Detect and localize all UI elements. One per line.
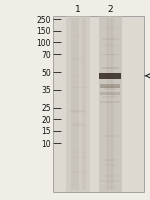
Bar [70, 172, 86, 173]
Text: 35: 35 [41, 86, 51, 95]
Bar [69, 87, 87, 88]
Bar [66, 17, 90, 192]
Bar [102, 97, 118, 99]
Bar [100, 85, 120, 88]
Bar [104, 175, 117, 177]
Text: 250: 250 [36, 16, 51, 24]
Bar [75, 19, 79, 190]
Bar [108, 19, 112, 190]
Bar [103, 54, 118, 56]
Bar [103, 45, 118, 47]
Bar [102, 28, 119, 29]
Text: 15: 15 [41, 127, 51, 136]
Text: 100: 100 [36, 39, 51, 48]
Bar [99, 17, 122, 192]
Text: 2: 2 [107, 5, 113, 13]
Bar [111, 19, 114, 190]
Bar [103, 160, 117, 161]
Text: 50: 50 [41, 69, 51, 77]
Bar [73, 124, 83, 125]
Bar [101, 87, 119, 89]
Bar [70, 157, 86, 159]
Bar [103, 135, 118, 137]
Bar [71, 76, 85, 77]
Bar [71, 19, 75, 190]
Text: 25: 25 [41, 104, 51, 112]
Bar [73, 35, 83, 37]
Text: 70: 70 [41, 50, 51, 59]
Bar [71, 81, 85, 83]
Bar [82, 19, 85, 190]
Text: 20: 20 [41, 115, 51, 124]
Bar [71, 151, 85, 153]
Bar [104, 88, 116, 90]
Text: 1: 1 [75, 5, 81, 13]
Bar [103, 186, 117, 188]
Text: 10: 10 [41, 139, 51, 148]
Text: 150: 150 [36, 27, 51, 36]
Bar [71, 125, 85, 126]
Bar [100, 101, 120, 103]
Bar [72, 59, 84, 60]
Bar [101, 54, 119, 55]
Bar [53, 17, 144, 192]
Bar [106, 19, 109, 190]
Bar [104, 164, 117, 166]
Bar [72, 112, 84, 113]
Bar [102, 68, 119, 70]
Bar [102, 39, 119, 41]
Bar [70, 111, 86, 112]
Bar [100, 93, 120, 96]
Bar [99, 74, 121, 79]
Bar [100, 181, 120, 182]
